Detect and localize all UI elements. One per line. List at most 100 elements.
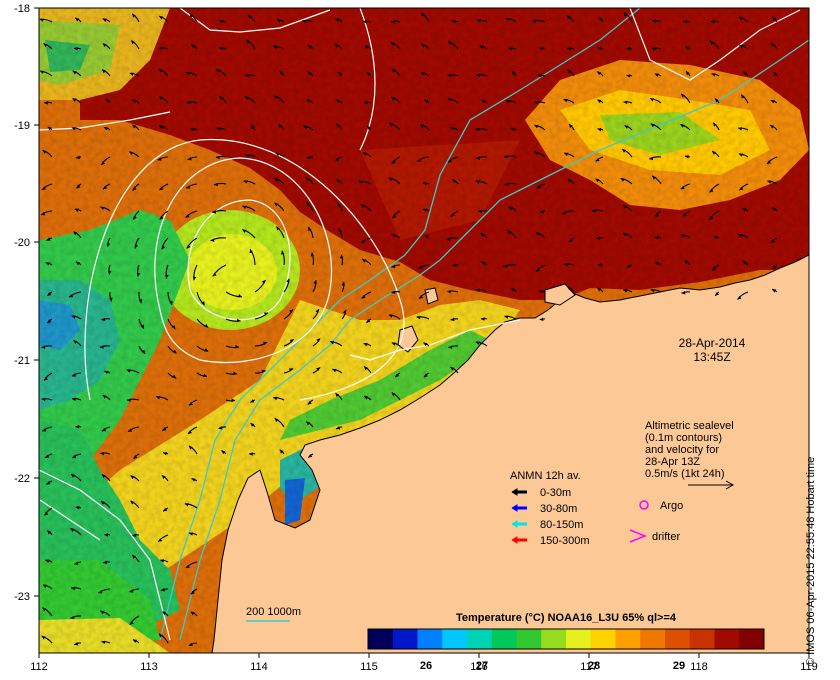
velocity-arrow-icon (709, 183, 720, 193)
y-tick-label: -21 (14, 355, 30, 367)
map-frame (38, 7, 810, 654)
x-axis: 112 113 114 115 116 117 118 119 (30, 653, 818, 673)
velocity-arrow-icon (539, 317, 546, 321)
velocity-arrow-icon (507, 230, 517, 239)
velocity-arrow-icon (334, 156, 343, 162)
velocity-arrow-icon (71, 372, 82, 377)
velocity-arrow-icon (165, 264, 169, 279)
velocity-arrow-icon (449, 126, 459, 131)
velocity-arrow-icon (129, 72, 140, 77)
velocity-arrow-icon (337, 202, 343, 212)
velocity-arrow-icon (307, 399, 314, 405)
velocity-arrow-icon (366, 318, 372, 324)
velocity-arrow-icon (713, 235, 720, 240)
velocity-arrow-icon (126, 369, 140, 374)
velocity-arrow-icon (283, 338, 295, 347)
velocity-arrow-icon (682, 210, 691, 217)
velocity-arrow-icon (714, 98, 720, 104)
velocity-arrow-icon (105, 98, 111, 104)
velocity-arrow-icon (537, 74, 546, 78)
velocity-arrow-icon (190, 127, 198, 132)
velocity-arrow-icon (103, 560, 111, 565)
velocity-arrow-icon (244, 96, 256, 104)
velocity-arrow-icon (191, 478, 198, 482)
velocity-arrow-icon (416, 315, 430, 320)
velocity-arrow-icon (366, 72, 372, 77)
velocity-arrow-icon (598, 16, 604, 23)
colorbar-segment (392, 629, 418, 649)
velocity-arrow-icon (711, 264, 720, 271)
colorbar-segment (665, 629, 691, 649)
velocity-arrow-icon (70, 615, 82, 620)
velocity-arrow-icon (216, 127, 227, 131)
velocity-arrow-icon (161, 237, 169, 250)
velocity-arrow-icon (279, 449, 285, 455)
velocity-arrow-icon (136, 264, 141, 277)
velocity-arrow-icon (225, 371, 238, 376)
velocity-arrow-icon (75, 506, 82, 510)
velocity-arrow-icon (132, 533, 140, 538)
velocity-arrow-icon (40, 210, 53, 216)
velocity-arrow-icon (623, 100, 633, 105)
velocity-arrow-icon (307, 453, 314, 458)
velocity-arrow-icon (475, 156, 488, 160)
timestamp-time: 13:45Z (693, 350, 730, 364)
velocity-arrow-icon (71, 586, 82, 591)
velocity-arrow-icon (743, 71, 749, 77)
velocity-arrow-icon (503, 264, 517, 268)
colorbar-segment (541, 629, 567, 649)
velocity-arrow-icon (568, 237, 575, 243)
velocity-arrow-icon (338, 228, 343, 239)
y-tick-label: -20 (14, 237, 30, 249)
velocity-arrow-icon (273, 94, 285, 104)
velocity-arrow-icon (738, 153, 749, 158)
anmn-legend-label: 150-300m (540, 535, 590, 547)
velocity-arrow-icon (132, 639, 140, 644)
velocity-arrow-icon (772, 288, 778, 293)
velocity-arrow-icon (481, 261, 488, 266)
velocity-arrow-icon (360, 237, 372, 244)
velocity-arrow-icon (74, 208, 82, 212)
velocity-arrow-icon (595, 178, 604, 185)
x-tick-label: 115 (360, 661, 378, 673)
velocity-arrow-icon (591, 209, 604, 213)
velocity-arrow-icon (391, 290, 401, 295)
velocity-arrow-icon (597, 46, 604, 51)
velocity-arrow-icon (247, 14, 256, 23)
velocity-arrow-icon (738, 16, 749, 23)
colorbar-segment (566, 629, 592, 649)
velocity-arrow-icon (335, 392, 343, 401)
x-tick-label: 116 (470, 661, 488, 673)
velocity-arrow-icon (307, 44, 314, 50)
velocity-arrow-icon (283, 278, 290, 293)
velocity-arrow-icon (101, 473, 111, 482)
velocity-arrow-icon (738, 183, 749, 191)
velocity-arrow-icon (649, 97, 662, 104)
velocity-arrow-icon (767, 180, 778, 185)
velocity-arrow-icon (766, 156, 778, 165)
velocity-arrow-icon (504, 182, 517, 187)
velocity-arrow-icon (185, 561, 198, 569)
credit-text: © IMOS 06-Apr-2015 22:55:48 Hobart time (805, 456, 817, 666)
velocity-arrow-icon (159, 183, 169, 191)
velocity-arrow-icon (303, 125, 314, 131)
velocity-arrow-icon (363, 342, 372, 347)
velocity-arrow-icon (391, 20, 401, 24)
x-tick-label: 113 (140, 661, 158, 673)
velocity-arrow-icon (243, 180, 256, 185)
velocity-arrow-icon (188, 399, 198, 406)
velocity-arrow-icon (597, 99, 604, 104)
velocity-arrow-icon (769, 124, 778, 131)
velocity-arrow-icon (71, 315, 82, 320)
velocity-arrow-icon (184, 503, 198, 509)
velocity-arrow-icon (157, 156, 169, 161)
velocity-arrow-icon (563, 98, 575, 104)
velocity-arrow-icon (160, 588, 169, 592)
velocity-arrow-icon (254, 312, 269, 320)
velocity-arrow-icon (306, 155, 314, 160)
colorbar-segment (615, 629, 641, 649)
velocity-arrow-icon (187, 426, 198, 435)
x-tick-label: 114 (250, 661, 268, 673)
velocity-arrow-icon (73, 231, 82, 239)
velocity-arrows (39, 12, 778, 647)
